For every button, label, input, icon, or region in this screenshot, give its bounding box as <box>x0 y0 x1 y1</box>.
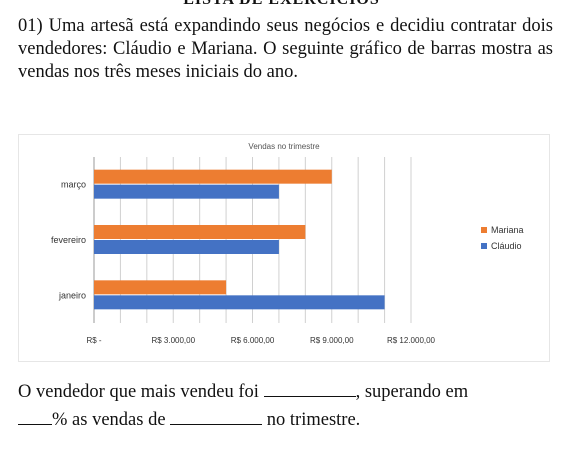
category-label: março <box>61 180 86 190</box>
question-body: Uma artesã está expandindo seus negócios… <box>18 16 554 82</box>
answer-part-1: O vendedor que mais vendeu foi <box>18 382 259 402</box>
category-label: janeiro <box>58 290 86 300</box>
bar-mariana-março <box>94 169 332 184</box>
answer-part-2: , superando em <box>355 382 469 402</box>
bar-mariana-fevereiro <box>94 225 306 239</box>
x-tick-label: R$ 9.000,00 <box>310 336 354 345</box>
answer-sentence: O vendedor que mais vendeu foi , superan… <box>18 378 558 434</box>
answer-part-3: % as vendas de <box>52 410 166 430</box>
page-header: LISTA DE EXERCÍCIOS <box>0 0 563 9</box>
legend-label: Mariana <box>491 225 524 235</box>
chart-title: Vendas no trimestre <box>248 142 320 151</box>
bar-cláudio-janeiro <box>94 295 385 310</box>
blank-percent[interactable] <box>18 406 52 425</box>
bar-cláudio-março <box>94 184 279 199</box>
legend-swatch <box>481 227 487 233</box>
chart-svg: Vendas no trimestre R$ - R$ 3.000,00 R$ 6.0… <box>51 142 524 345</box>
question-text: 01) Uma artesã está expandindo seus negó… <box>18 15 553 84</box>
bar-cláudio-fevereiro <box>94 240 279 254</box>
legend-swatch <box>481 243 487 249</box>
bar-mariana-janeiro <box>94 280 227 295</box>
bar-chart: Vendas no trimestre R$ - R$ 3.000,00 R$ 6.0… <box>18 134 550 362</box>
x-tick-label: R$ 3.000,00 <box>151 336 195 345</box>
legend-label: Cláudio <box>491 241 522 251</box>
category-label: fevereiro <box>51 235 86 245</box>
answer-part-4: no trimestre. <box>266 410 361 430</box>
x-tick-label: R$ - <box>86 336 101 345</box>
blank-other-seller[interactable] <box>170 406 263 425</box>
question-number: 01) <box>18 16 43 36</box>
blank-seller[interactable] <box>263 378 356 397</box>
x-tick-label: R$ 12.000,00 <box>387 336 436 345</box>
x-tick-label: R$ 6.000,00 <box>231 336 275 345</box>
